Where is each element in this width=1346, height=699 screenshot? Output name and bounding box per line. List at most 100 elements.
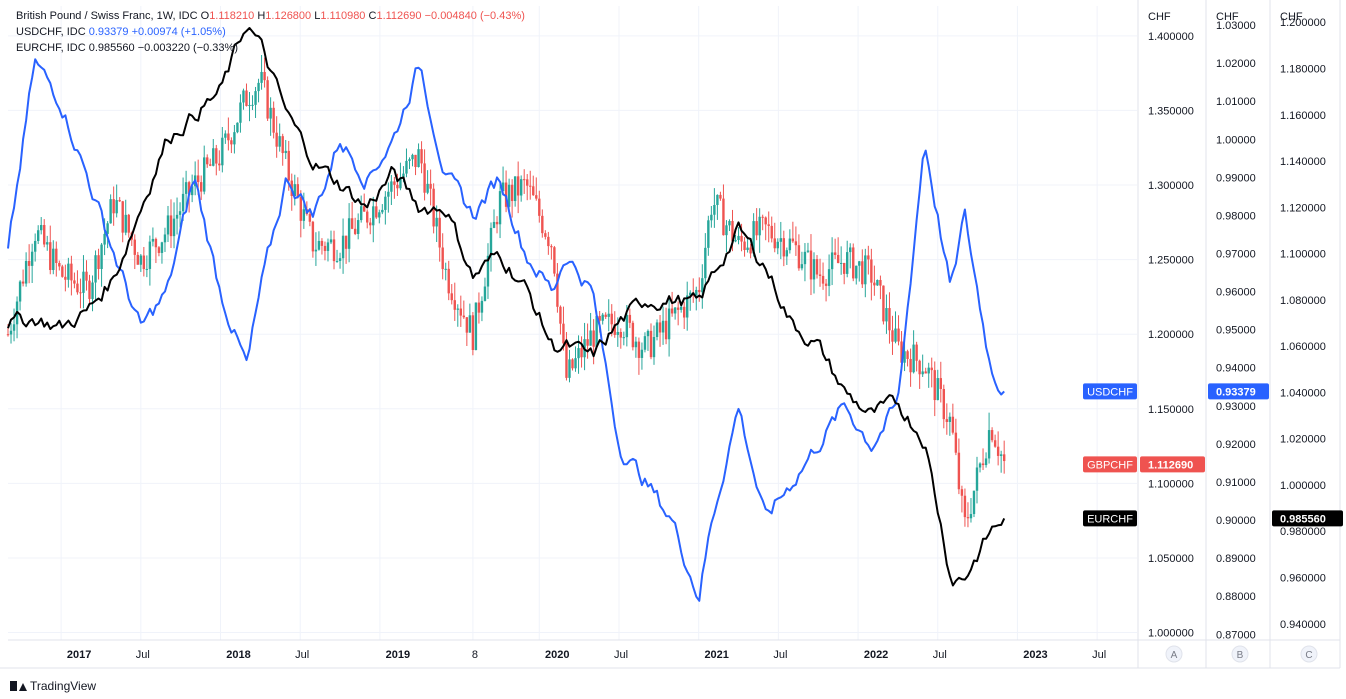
- y-tick-label: 0.99000: [1216, 172, 1256, 184]
- candle-body: [245, 90, 248, 106]
- candle-body: [809, 250, 813, 280]
- axis-button-B: [1231, 645, 1249, 663]
- y-tick-label: 0.91000: [1216, 477, 1256, 489]
- candle-body: [257, 82, 260, 92]
- candle-body: [212, 148, 215, 166]
- candle-body: [713, 204, 716, 215]
- candle-body: [846, 252, 849, 274]
- candle-body: [836, 254, 840, 264]
- candle-body: [779, 238, 782, 242]
- legend-eurchf-change: −0.003220 (−0.33%): [137, 42, 238, 54]
- candle-body: [372, 206, 375, 226]
- candle-body: [115, 200, 118, 214]
- candle-body: [311, 221, 315, 252]
- candle-body: [719, 194, 722, 199]
- candle-body: [196, 175, 200, 183]
- candle-body: [689, 292, 692, 296]
- legend-eurchf-name: EURCHF, IDC: [16, 42, 86, 54]
- candle-body: [356, 220, 360, 234]
- candle-body: [628, 314, 632, 323]
- candle-body: [966, 517, 970, 519]
- candle-body: [679, 306, 683, 310]
- y-tick-label: 1.140000: [1280, 156, 1326, 168]
- last-value-tag-label: 0.93379: [1216, 386, 1256, 398]
- y-tick-label: 1.120000: [1280, 202, 1326, 214]
- candle-body: [761, 216, 764, 218]
- candle-body: [52, 248, 55, 271]
- candle-body: [30, 251, 34, 266]
- x-tick-label: Jul: [1092, 649, 1106, 661]
- y-tick-label: 1.200000: [1148, 329, 1194, 341]
- candle-body: [269, 107, 272, 119]
- candle-body: [963, 495, 967, 518]
- legend-open-label: O: [200, 10, 210, 22]
- candle-body: [157, 247, 161, 253]
- candle-body: [734, 239, 737, 242]
- legend-high-label: H: [257, 10, 266, 22]
- candle-body: [275, 132, 278, 147]
- candle-body: [224, 133, 227, 138]
- y-tick-label: 0.93000: [1216, 401, 1256, 413]
- candle-body: [516, 176, 520, 196]
- candle-body: [646, 330, 650, 337]
- candle-body: [900, 341, 903, 363]
- candle-body: [402, 173, 405, 179]
- candle-body: [221, 137, 224, 166]
- candle-body: [136, 254, 140, 265]
- candle-body: [770, 225, 773, 239]
- candle-body: [969, 514, 973, 519]
- candle-body: [332, 239, 336, 262]
- candle-body: [695, 289, 698, 296]
- candle-body: [815, 259, 819, 275]
- x-tick-label: 2018: [226, 649, 250, 661]
- candle-body: [495, 221, 499, 225]
- candle-body: [948, 416, 952, 422]
- legend-usdchf: USDCHF, IDC 0.93379 +0.00974 (+1.05%): [16, 24, 525, 40]
- candle-body: [169, 215, 173, 237]
- candle-body: [462, 315, 466, 318]
- candle-body: [468, 315, 472, 333]
- candle-body: [148, 241, 152, 269]
- candle-body: [199, 182, 203, 192]
- candle-body: [12, 324, 16, 331]
- candle-body: [954, 432, 958, 453]
- candle-body: [891, 330, 894, 342]
- candle-body: [94, 255, 97, 283]
- candle-body: [390, 181, 393, 192]
- candle-body: [701, 278, 704, 293]
- candle-body: [673, 307, 677, 314]
- candle-body: [740, 235, 743, 242]
- candle-body: [166, 215, 170, 235]
- y-tick-label: 1.150000: [1148, 404, 1194, 416]
- y-tick-label: 1.180000: [1280, 63, 1326, 75]
- candle-body: [272, 107, 275, 133]
- y-tick-label: 1.300000: [1148, 180, 1194, 192]
- x-tick-label: Jul: [933, 649, 947, 661]
- candle-body: [861, 261, 864, 285]
- axis-button-C: [1300, 645, 1318, 663]
- series-name-tag-gbpchf: [1083, 456, 1137, 473]
- legend-usdchf-value: 0.93379: [88, 26, 129, 38]
- candle-body: [882, 285, 885, 322]
- candle-body: [172, 218, 176, 237]
- candle-body: [924, 371, 927, 374]
- candle-body: [625, 314, 629, 338]
- candle-body: [710, 214, 713, 221]
- y-tick-label: 1.100000: [1148, 478, 1194, 490]
- last-value-tag-gbpchf: [1140, 456, 1205, 473]
- candle-body: [18, 281, 22, 302]
- legend-gbpchf-change: −0.004840 (−0.43%): [424, 10, 525, 22]
- candle-body: [353, 228, 357, 234]
- candle-body: [112, 199, 115, 214]
- candle-body: [818, 274, 822, 276]
- candle-body: [154, 238, 158, 248]
- tradingview-branding[interactable]: TradingView: [10, 679, 96, 693]
- legend-eurchf: EURCHF, IDC 0.985560 −0.003220 (−0.33%): [16, 40, 525, 56]
- candle-body: [879, 279, 882, 286]
- candle-body: [870, 259, 873, 283]
- candle-body: [302, 209, 306, 221]
- legend-open: 1.118210: [209, 10, 255, 22]
- candle-body: [175, 214, 179, 219]
- legend: British Pound / Swiss Franc, 1W, IDC O1.…: [16, 8, 525, 56]
